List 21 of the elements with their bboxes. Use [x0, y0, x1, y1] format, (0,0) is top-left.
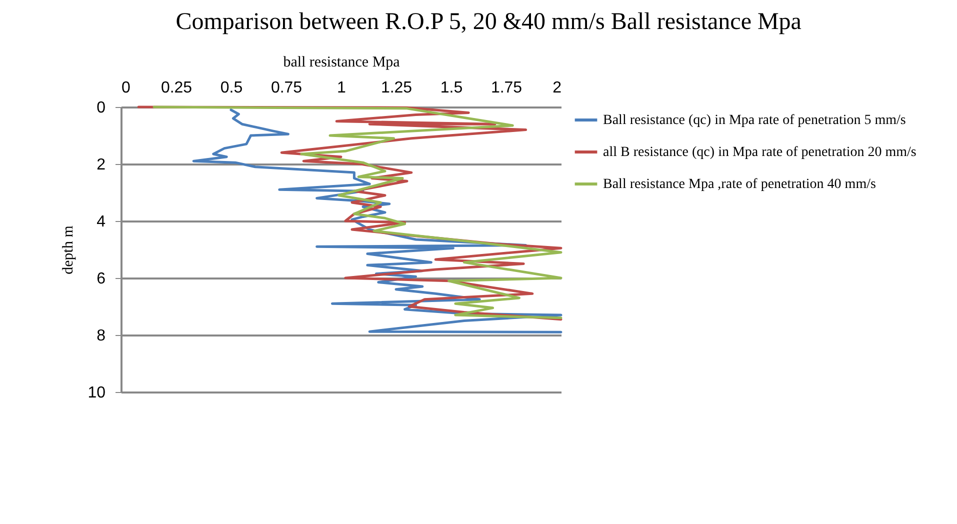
- legend-label: all B resistance (qc) in Mpa rate of penetration 20 mm/s: [603, 145, 916, 160]
- y-axis-title: depth m: [60, 225, 77, 274]
- x-tick-label: 0.5: [220, 80, 243, 96]
- chart-title: Comparison between R.O.P 5, 20 &40 mm/s Ball resistance Mpa: [176, 9, 802, 35]
- x-tick-label: 1: [337, 80, 346, 96]
- y-tick-label: 4: [96, 214, 106, 230]
- x-tick-label: 1.5: [440, 80, 463, 96]
- y-tick-label: 8: [96, 328, 106, 344]
- y-tick-label: 2: [96, 156, 106, 174]
- legend-label: Ball resistance (qc) in Mpa rate of penetration 5 mm/s: [603, 113, 906, 128]
- x-tick-label: 0: [122, 80, 130, 96]
- x-tick-label: 1.25: [380, 80, 412, 96]
- x-tick-label: 0.25: [160, 80, 192, 96]
- y-tick-label: 0: [96, 100, 106, 116]
- x-tick-label: 2: [552, 80, 562, 96]
- legend-label: Ball resistance Mpa ,rate of penetration 40 mm/s: [603, 177, 876, 192]
- x-tick-label: 0.75: [270, 80, 302, 96]
- y-tick-label: 10: [88, 384, 106, 402]
- x-axis-title: ball resistance Mpa: [283, 54, 400, 70]
- x-tick-label: 1.75: [490, 80, 522, 96]
- y-tick-label: 6: [96, 270, 106, 288]
